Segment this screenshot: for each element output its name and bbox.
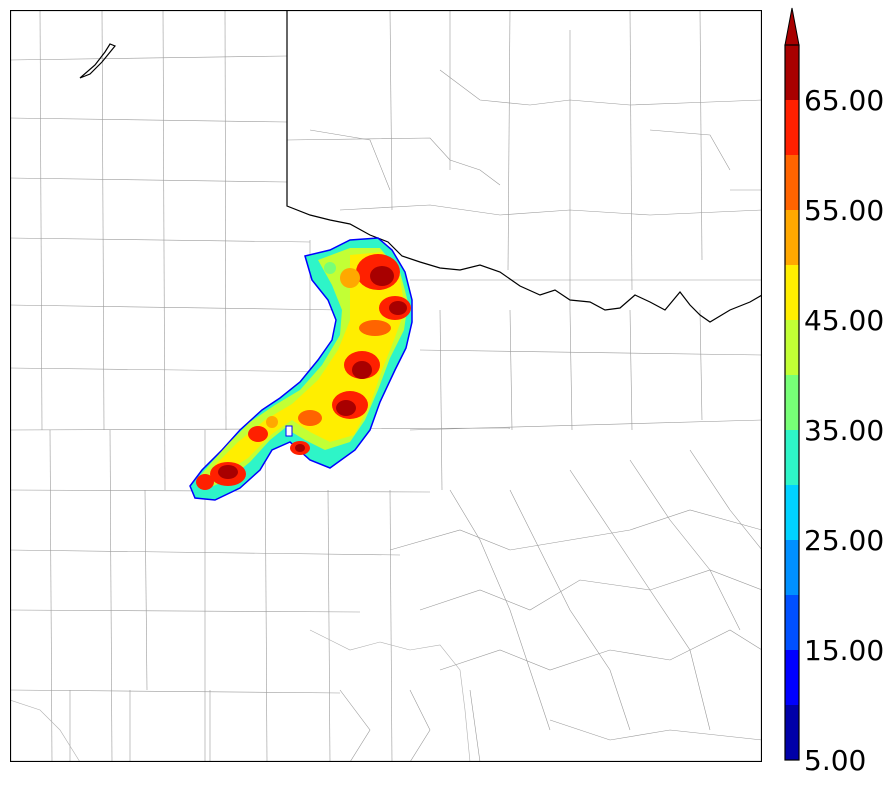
- colorbar-swatch: [785, 375, 799, 430]
- colorbar-swatch: [785, 650, 799, 705]
- storm-core-mid: [206, 252, 405, 480]
- colorbar-swatch: [785, 210, 799, 265]
- colorbar-swatch: [785, 705, 799, 760]
- colorbar-swatches: [785, 45, 799, 760]
- colorbar: 5.00 15.00 25.00 35.00 45.00 55.00 65.00: [784, 7, 884, 777]
- storm-cell: [389, 301, 407, 315]
- state-boundary: [79, 10, 762, 323]
- storm-gap: [285, 425, 293, 437]
- colorbar-tick-label: 25.00: [804, 524, 884, 557]
- colorbar-tick-label: 45.00: [804, 304, 884, 337]
- colorbar-swatch: [785, 430, 799, 485]
- colorbar-tick-label: 5.00: [804, 744, 866, 777]
- colorbar-swatch: [785, 155, 799, 210]
- storm-cell: [266, 416, 278, 428]
- colorbar-swatch: [785, 45, 799, 100]
- storm-cell: [370, 266, 394, 286]
- map-frame: [10, 10, 762, 762]
- county-boundaries: [10, 10, 762, 762]
- colorbar-swatch: [785, 100, 799, 155]
- colorbar-swatch: [785, 540, 799, 595]
- storm-cell: [336, 400, 356, 416]
- storm-cell: [352, 361, 372, 379]
- colorbar-swatch: [785, 265, 799, 320]
- storm-cell: [295, 444, 305, 452]
- storm-cell: [340, 268, 360, 288]
- colorbar-extend-arrow: [784, 7, 800, 46]
- storm-cell: [218, 465, 238, 479]
- colorbar-swatch: [785, 485, 799, 540]
- colorbar-tick-label: 55.00: [804, 194, 884, 227]
- colorbar-tick-label: 65.00: [804, 84, 884, 117]
- colorbar-tick-label: 15.00: [804, 634, 884, 667]
- storm-cell: [324, 262, 336, 274]
- storm-cell: [298, 410, 322, 426]
- radar-map: [10, 10, 762, 762]
- colorbar-swatch: [785, 595, 799, 650]
- storm-cell: [248, 426, 268, 442]
- storm-cell: [196, 474, 214, 490]
- colorbar-swatch: [785, 320, 799, 375]
- colorbar-frame: [784, 44, 800, 761]
- colorbar-ticks: 5.00 15.00 25.00 35.00 45.00 55.00 65.00: [804, 84, 884, 777]
- colorbar-tick-label: 35.00: [804, 414, 884, 447]
- reflectivity-field: [189, 237, 413, 501]
- storm-cell: [359, 320, 391, 336]
